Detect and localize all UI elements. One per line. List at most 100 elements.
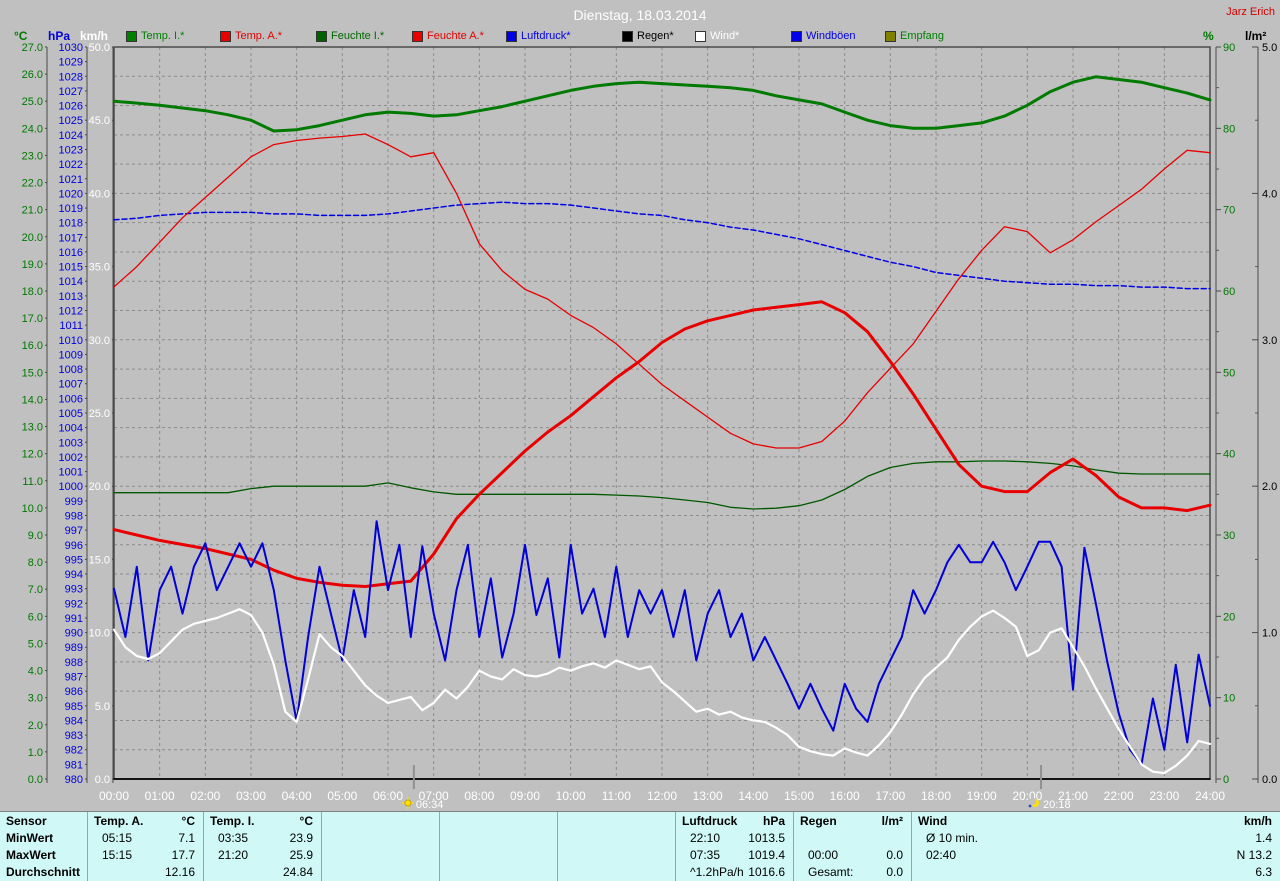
axis-label-celsius: 8.0 bbox=[28, 557, 43, 569]
axis-label-celsius: 10.0 bbox=[22, 503, 43, 515]
axis-label-hpa: 1015 bbox=[59, 262, 83, 274]
x-tick-label: 21:00 bbox=[1058, 789, 1088, 803]
axis-label-percent: 40 bbox=[1223, 449, 1235, 461]
legend-label-wind: Wind* bbox=[710, 30, 740, 42]
axis-label-celsius: 18.0 bbox=[22, 286, 43, 298]
x-tick-label: 14:00 bbox=[738, 789, 768, 803]
series-feuchte-i bbox=[113, 460, 1211, 510]
legend-label-feuchte-a: Feuchte A.* bbox=[427, 30, 484, 42]
station-owner-label: Jarz Erich bbox=[1226, 6, 1275, 18]
axis-label-hpa: 996 bbox=[65, 540, 83, 552]
legend-label-feuchte-i: Feuchte I.* bbox=[331, 30, 385, 42]
axis-label-kmh: 15.0 bbox=[89, 554, 110, 566]
axis-label-percent: 90 bbox=[1223, 42, 1235, 54]
stats-cell-right: l/m² bbox=[881, 814, 903, 828]
stats-row-label-text: MaxWert bbox=[6, 848, 56, 862]
axis-label-kmh: 5.0 bbox=[95, 701, 110, 713]
stats-cell-row bbox=[558, 813, 675, 830]
axis-label-celsius: 12.0 bbox=[22, 449, 43, 461]
axis-label-hpa: 1017 bbox=[59, 232, 83, 244]
stats-col-empty bbox=[558, 812, 676, 881]
stats-row-labels: Sensor MinWert MaxWert Durchschnitt bbox=[0, 812, 88, 881]
axis-header-kmh: km/h bbox=[80, 29, 109, 43]
axis-header-lm2: l/m² bbox=[1245, 29, 1267, 43]
axis-label-hpa: 1018 bbox=[59, 218, 83, 230]
axis-label-hpa: 998 bbox=[65, 510, 83, 522]
legend-swatch-luftdruck bbox=[506, 30, 517, 42]
stats-cell-left: Gesamt: bbox=[808, 865, 854, 879]
axis-label-lm2: 4.0 bbox=[1262, 188, 1277, 200]
legend-item-windboeen[interactable]: Windböen bbox=[791, 29, 856, 43]
stats-row-label-text: MinWert bbox=[6, 831, 54, 845]
axis-label-percent: 0 bbox=[1223, 774, 1229, 786]
stats-col-empty bbox=[440, 812, 558, 881]
axis-label-celsius: 1.0 bbox=[28, 747, 43, 759]
stats-cell-left: 00:00 bbox=[808, 848, 839, 862]
legend-item-temp-i[interactable]: Temp. I.* bbox=[126, 29, 184, 43]
axis-label-hpa: 1019 bbox=[59, 203, 83, 215]
axis-label-hpa: 989 bbox=[65, 642, 83, 654]
axis-label-hpa: 986 bbox=[65, 686, 83, 698]
stats-cell-right: 1019.4 bbox=[748, 848, 785, 862]
x-tick-label: 17:00 bbox=[875, 789, 905, 803]
legend-label-temp-i: Temp. I.* bbox=[141, 30, 185, 42]
legend-label-regen: Regen* bbox=[637, 30, 674, 42]
stats-row-label: MaxWert bbox=[0, 847, 87, 864]
series-temp-i bbox=[112, 75, 1212, 133]
stats-cell-row: ^1.2hPa/h 1016.6 bbox=[676, 864, 793, 881]
legend-item-empfang[interactable]: Empfang bbox=[885, 29, 944, 43]
stats-cell-row bbox=[440, 830, 557, 847]
stats-cell-row: Temp. I. °C bbox=[204, 813, 321, 830]
axis-label-hpa: 1026 bbox=[59, 101, 83, 113]
axis-label-hpa: 1009 bbox=[59, 349, 83, 361]
stats-cell-right: 7.1 bbox=[178, 831, 195, 845]
legend-item-feuchte-a[interactable]: Feuchte A.* bbox=[412, 29, 484, 43]
axis-label-hpa: 993 bbox=[65, 584, 83, 596]
axis-label-kmh: 35.0 bbox=[89, 262, 110, 274]
x-tick-label: 10:00 bbox=[556, 789, 586, 803]
stats-cell-row: Luftdruck hPa bbox=[676, 813, 793, 830]
axis-label-hpa: 1008 bbox=[59, 364, 83, 376]
stats-cell-right: 1.4 bbox=[1255, 831, 1272, 845]
stats-cell-right: °C bbox=[299, 814, 313, 828]
sunrise-time-label: 06:34 bbox=[416, 799, 444, 811]
axis-label-hpa: 1013 bbox=[59, 291, 83, 303]
axis-label-hpa: 1024 bbox=[59, 130, 83, 142]
stats-cell-right: 0.0 bbox=[886, 865, 903, 879]
x-tick-label: 24:00 bbox=[1195, 789, 1225, 803]
axis-label-hpa: 1006 bbox=[59, 393, 83, 405]
axis-label-celsius: 20.0 bbox=[22, 232, 43, 244]
stats-cell-right: 23.9 bbox=[289, 831, 313, 845]
axis-label-hpa: 1001 bbox=[59, 467, 83, 479]
legend-item-luftdruck[interactable]: Luftdruck* bbox=[506, 29, 571, 43]
legend-label-windboeen: Windböen bbox=[806, 30, 856, 42]
axis-label-percent: 30 bbox=[1223, 530, 1235, 542]
legend-item-feuchte-i[interactable]: Feuchte I.* bbox=[316, 29, 384, 43]
axis-label-hpa: 1016 bbox=[59, 247, 83, 259]
legend-item-regen[interactable]: Regen* bbox=[622, 29, 674, 43]
stats-cell-left: 21:20 bbox=[218, 848, 249, 862]
legend-item-temp-a[interactable]: Temp. A.* bbox=[220, 29, 282, 43]
axis-label-lm2: 3.0 bbox=[1262, 335, 1277, 347]
axis-label-hpa: 990 bbox=[65, 628, 83, 640]
stats-cell-left: Regen bbox=[800, 814, 837, 828]
axis-label-hpa: 1025 bbox=[59, 115, 83, 127]
stats-cell-row: 15:15 17.7 bbox=[88, 847, 203, 864]
axis-label-hpa: 1005 bbox=[59, 408, 83, 420]
axis-label-hpa: 1023 bbox=[59, 144, 83, 156]
axis-label-kmh: 45.0 bbox=[89, 115, 110, 127]
series-wind bbox=[112, 608, 1212, 775]
axis-label-celsius: 6.0 bbox=[28, 611, 43, 623]
legend-swatch-windboeen bbox=[791, 30, 802, 42]
stats-cell-row: Regen l/m² bbox=[794, 813, 911, 830]
legend-item-wind[interactable]: Wind* bbox=[695, 29, 739, 43]
axis-label-hpa: 997 bbox=[65, 525, 83, 537]
stats-col-Regen: Regen l/m² 00:00 0.0 Gesamt: 0.0 bbox=[794, 812, 912, 881]
axis-label-hpa: 1011 bbox=[59, 320, 83, 332]
stats-cell-row bbox=[794, 830, 911, 847]
axis-label-hpa: 983 bbox=[65, 730, 83, 742]
axis-label-hpa: 1000 bbox=[59, 481, 83, 493]
axis-label-celsius: 17.0 bbox=[22, 313, 43, 325]
x-tick-label: 23:00 bbox=[1149, 789, 1179, 803]
